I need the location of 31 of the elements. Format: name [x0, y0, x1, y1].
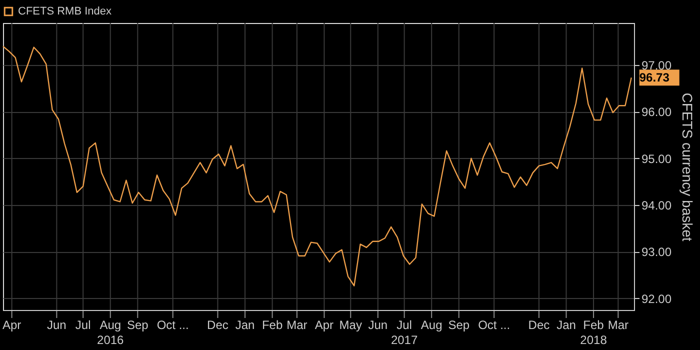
y-tick-label: 97.00: [642, 58, 672, 72]
y-tick-label: 95.00: [642, 152, 672, 166]
x-tick-label: Sep: [126, 318, 149, 332]
x-tick-label: Jan: [556, 318, 576, 332]
x-tick-label: Dec: [528, 318, 550, 332]
x-tick-label: Jan: [235, 318, 255, 332]
x-tick-label: May: [339, 318, 362, 332]
x-tick-label: Apr: [314, 318, 334, 332]
x-tick-label: Aug: [420, 318, 442, 332]
x-tick-label: Mar: [608, 318, 628, 332]
x-tick-label: Mar: [286, 318, 308, 332]
y-tick-label: 96.00: [642, 105, 672, 120]
y-tick-label: 92.00: [642, 292, 672, 306]
x-tick-label: Aug 2016: [97, 318, 124, 347]
annotation: 96.73: [639, 70, 670, 85]
y-axis-title: CFETS currency basket: [680, 92, 696, 242]
legend-label: CFETS RMB Index: [18, 6, 112, 18]
x-tick-label: Feb 2018: [580, 318, 608, 347]
x-tick-label: Oct ...: [478, 318, 510, 332]
x-tick-label: Feb: [262, 318, 283, 332]
y-tick-label: 94.00: [642, 198, 672, 212]
x-tick-label: Jun: [368, 318, 388, 332]
line-series: [2, 46, 632, 286]
x-tick-label: Jun: [47, 318, 66, 332]
x-tick-label: Sep: [448, 318, 470, 332]
x-tick-label: Jul 2017: [390, 318, 418, 347]
x-tick-label: Jul: [75, 318, 91, 332]
y-tick-label: 93.00: [642, 245, 672, 260]
x-tick-label: Apr: [2, 318, 22, 332]
x-tick-label: Dec: [207, 318, 228, 332]
x-tick-label: Oct ...: [156, 318, 189, 332]
